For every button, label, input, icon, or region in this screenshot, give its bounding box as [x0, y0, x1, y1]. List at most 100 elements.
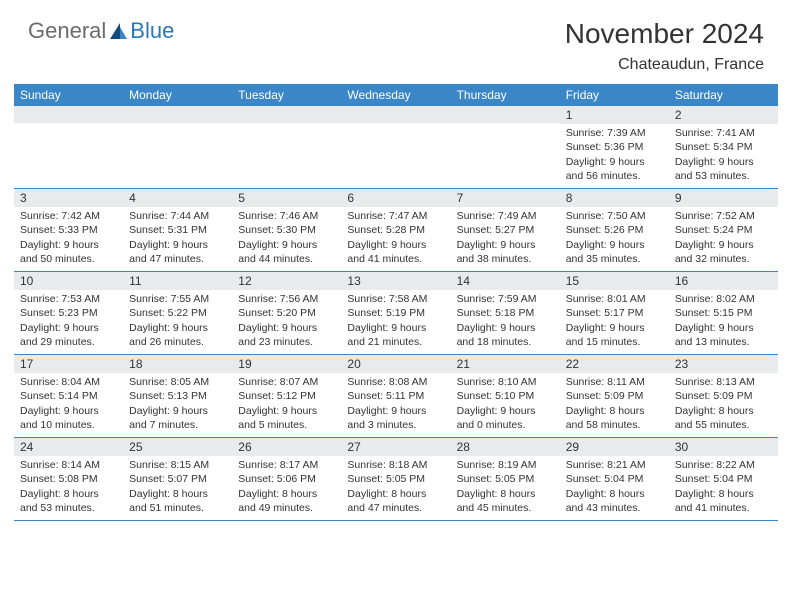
day-cell: 13Sunrise: 7:58 AMSunset: 5:19 PMDayligh… — [341, 272, 450, 354]
sunrise-text: Sunrise: 7:42 AM — [20, 209, 117, 223]
daylight-text: Daylight: 9 hours and 26 minutes. — [129, 321, 226, 349]
sunrise-text: Sunrise: 7:44 AM — [129, 209, 226, 223]
day-number: 11 — [123, 272, 232, 290]
day-number — [14, 106, 123, 123]
day-body: Sunrise: 8:19 AMSunset: 5:05 PMDaylight:… — [451, 456, 560, 519]
day-cell — [451, 106, 560, 188]
daylight-text: Daylight: 9 hours and 41 minutes. — [347, 238, 444, 266]
day-number: 4 — [123, 189, 232, 207]
sunset-text: Sunset: 5:28 PM — [347, 223, 444, 237]
sunset-text: Sunset: 5:04 PM — [566, 472, 663, 486]
day-cell: 11Sunrise: 7:55 AMSunset: 5:22 PMDayligh… — [123, 272, 232, 354]
sunrise-text: Sunrise: 8:10 AM — [457, 375, 554, 389]
day-body: Sunrise: 8:07 AMSunset: 5:12 PMDaylight:… — [232, 373, 341, 436]
sunset-text: Sunset: 5:36 PM — [566, 140, 663, 154]
sunrise-text: Sunrise: 8:21 AM — [566, 458, 663, 472]
daylight-text: Daylight: 8 hours and 47 minutes. — [347, 487, 444, 515]
day-number: 28 — [451, 438, 560, 456]
day-cell: 10Sunrise: 7:53 AMSunset: 5:23 PMDayligh… — [14, 272, 123, 354]
day-number: 23 — [669, 355, 778, 373]
weekday-header: Friday — [560, 84, 669, 106]
day-body: Sunrise: 8:15 AMSunset: 5:07 PMDaylight:… — [123, 456, 232, 519]
daylight-text: Daylight: 8 hours and 43 minutes. — [566, 487, 663, 515]
sunset-text: Sunset: 5:34 PM — [675, 140, 772, 154]
weekday-header: Sunday — [14, 84, 123, 106]
day-cell: 18Sunrise: 8:05 AMSunset: 5:13 PMDayligh… — [123, 355, 232, 437]
sunrise-text: Sunrise: 7:58 AM — [347, 292, 444, 306]
day-number: 17 — [14, 355, 123, 373]
day-number: 8 — [560, 189, 669, 207]
day-body: Sunrise: 8:10 AMSunset: 5:10 PMDaylight:… — [451, 373, 560, 436]
day-body: Sunrise: 8:13 AMSunset: 5:09 PMDaylight:… — [669, 373, 778, 436]
day-body: Sunrise: 7:42 AMSunset: 5:33 PMDaylight:… — [14, 207, 123, 270]
sunrise-text: Sunrise: 7:52 AM — [675, 209, 772, 223]
sunset-text: Sunset: 5:26 PM — [566, 223, 663, 237]
day-cell: 22Sunrise: 8:11 AMSunset: 5:09 PMDayligh… — [560, 355, 669, 437]
day-number: 20 — [341, 355, 450, 373]
sunset-text: Sunset: 5:04 PM — [675, 472, 772, 486]
sunrise-text: Sunrise: 7:59 AM — [457, 292, 554, 306]
calendar: Sunday Monday Tuesday Wednesday Thursday… — [0, 84, 792, 521]
day-number: 18 — [123, 355, 232, 373]
day-cell: 4Sunrise: 7:44 AMSunset: 5:31 PMDaylight… — [123, 189, 232, 271]
day-cell: 20Sunrise: 8:08 AMSunset: 5:11 PMDayligh… — [341, 355, 450, 437]
day-number: 9 — [669, 189, 778, 207]
day-number — [341, 106, 450, 123]
day-cell: 15Sunrise: 8:01 AMSunset: 5:17 PMDayligh… — [560, 272, 669, 354]
day-body — [451, 123, 560, 129]
day-body: Sunrise: 8:01 AMSunset: 5:17 PMDaylight:… — [560, 290, 669, 353]
day-number: 30 — [669, 438, 778, 456]
day-body: Sunrise: 7:53 AMSunset: 5:23 PMDaylight:… — [14, 290, 123, 353]
day-number: 12 — [232, 272, 341, 290]
sunrise-text: Sunrise: 7:39 AM — [566, 126, 663, 140]
day-cell: 30Sunrise: 8:22 AMSunset: 5:04 PMDayligh… — [669, 438, 778, 520]
sunset-text: Sunset: 5:33 PM — [20, 223, 117, 237]
day-number: 26 — [232, 438, 341, 456]
daylight-text: Daylight: 8 hours and 45 minutes. — [457, 487, 554, 515]
daylight-text: Daylight: 9 hours and 38 minutes. — [457, 238, 554, 266]
day-number: 24 — [14, 438, 123, 456]
location: Chateaudun, France — [565, 56, 764, 74]
day-cell: 1Sunrise: 7:39 AMSunset: 5:36 PMDaylight… — [560, 106, 669, 188]
weekday-header-row: Sunday Monday Tuesday Wednesday Thursday… — [14, 84, 778, 106]
day-number — [232, 106, 341, 123]
sunset-text: Sunset: 5:10 PM — [457, 389, 554, 403]
weekday-header: Wednesday — [341, 84, 450, 106]
sunset-text: Sunset: 5:22 PM — [129, 306, 226, 320]
day-number: 29 — [560, 438, 669, 456]
day-number: 1 — [560, 106, 669, 124]
week-row: 10Sunrise: 7:53 AMSunset: 5:23 PMDayligh… — [14, 272, 778, 355]
sunset-text: Sunset: 5:17 PM — [566, 306, 663, 320]
day-cell — [123, 106, 232, 188]
sunset-text: Sunset: 5:09 PM — [566, 389, 663, 403]
weekday-header: Tuesday — [232, 84, 341, 106]
daylight-text: Daylight: 8 hours and 51 minutes. — [129, 487, 226, 515]
day-cell: 28Sunrise: 8:19 AMSunset: 5:05 PMDayligh… — [451, 438, 560, 520]
day-number — [123, 106, 232, 123]
day-cell — [14, 106, 123, 188]
day-body: Sunrise: 7:44 AMSunset: 5:31 PMDaylight:… — [123, 207, 232, 270]
sunset-text: Sunset: 5:06 PM — [238, 472, 335, 486]
sunset-text: Sunset: 5:07 PM — [129, 472, 226, 486]
day-cell: 2Sunrise: 7:41 AMSunset: 5:34 PMDaylight… — [669, 106, 778, 188]
day-body: Sunrise: 8:08 AMSunset: 5:11 PMDaylight:… — [341, 373, 450, 436]
week-row: 17Sunrise: 8:04 AMSunset: 5:14 PMDayligh… — [14, 355, 778, 438]
day-body: Sunrise: 8:22 AMSunset: 5:04 PMDaylight:… — [669, 456, 778, 519]
daylight-text: Daylight: 9 hours and 50 minutes. — [20, 238, 117, 266]
day-cell: 3Sunrise: 7:42 AMSunset: 5:33 PMDaylight… — [14, 189, 123, 271]
daylight-text: Daylight: 8 hours and 58 minutes. — [566, 404, 663, 432]
header: General Blue November 2024 Chateaudun, F… — [0, 0, 792, 84]
sail-icon — [108, 21, 128, 41]
sunrise-text: Sunrise: 7:50 AM — [566, 209, 663, 223]
weekday-header: Thursday — [451, 84, 560, 106]
week-row: 24Sunrise: 8:14 AMSunset: 5:08 PMDayligh… — [14, 438, 778, 521]
sunrise-text: Sunrise: 7:53 AM — [20, 292, 117, 306]
daylight-text: Daylight: 9 hours and 3 minutes. — [347, 404, 444, 432]
sunrise-text: Sunrise: 8:15 AM — [129, 458, 226, 472]
day-cell — [232, 106, 341, 188]
title-block: November 2024 Chateaudun, France — [565, 18, 764, 74]
daylight-text: Daylight: 8 hours and 55 minutes. — [675, 404, 772, 432]
daylight-text: Daylight: 9 hours and 32 minutes. — [675, 238, 772, 266]
day-number: 21 — [451, 355, 560, 373]
sunrise-text: Sunrise: 8:19 AM — [457, 458, 554, 472]
